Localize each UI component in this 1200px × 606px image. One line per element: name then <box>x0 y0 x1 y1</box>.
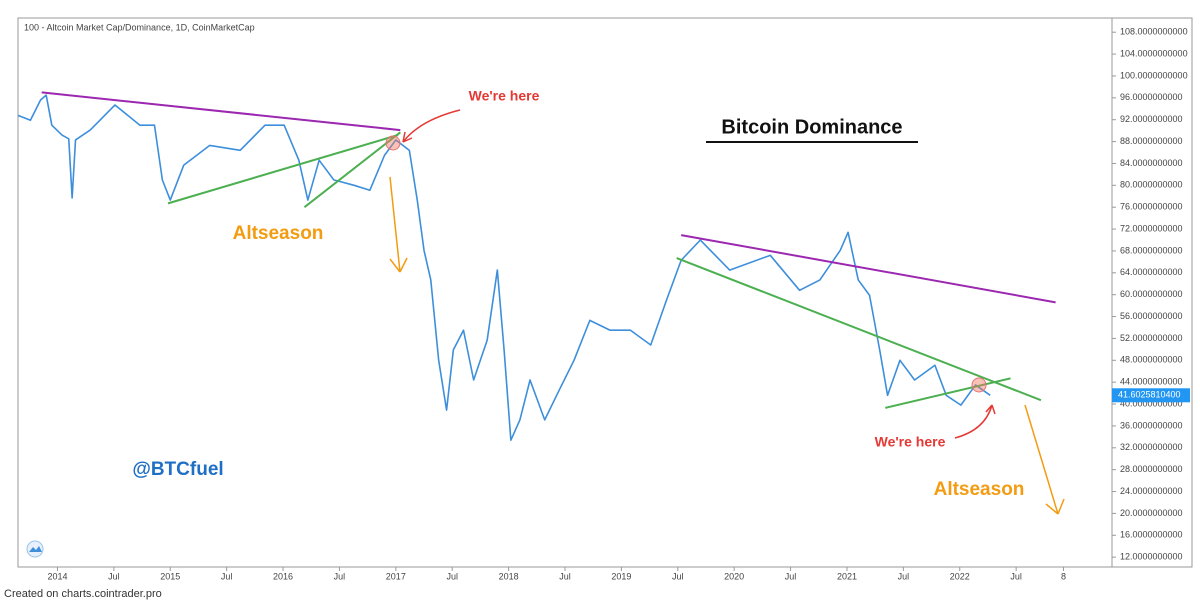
x-tick-label: Jul <box>1010 571 1022 581</box>
y-tick-label: 24.0000000000 <box>1120 486 1183 496</box>
y-tick-label: 16.0000000000 <box>1120 530 1183 540</box>
trendline <box>167 134 399 205</box>
y-tick-label: 28.0000000000 <box>1120 464 1183 474</box>
x-tick-label: 2022 <box>950 571 970 581</box>
annotation: We're here <box>875 434 946 450</box>
annotation: Altseason <box>934 479 1025 500</box>
y-tick-label: 108.0000000000 <box>1120 27 1188 37</box>
y-tick-label: 96.0000000000 <box>1120 92 1183 102</box>
y-tick-label: 100.0000000000 <box>1120 70 1188 80</box>
price-marker <box>1112 388 1190 403</box>
y-tick-label: 48.0000000000 <box>1120 355 1183 365</box>
y-tick-label: 104.0000000000 <box>1120 48 1188 58</box>
x-tick-label: Jul <box>672 571 684 581</box>
x-tick-label: 2021 <box>837 571 857 581</box>
x-tick-label: 2016 <box>273 571 293 581</box>
x-tick-label: 2015 <box>160 571 180 581</box>
x-tick-label: Jul <box>559 571 571 581</box>
x-tick-label: 2019 <box>611 571 631 581</box>
annotation: We're here <box>469 88 540 104</box>
x-tick-label: Jul <box>334 571 346 581</box>
x-tick-label: Jul <box>221 571 233 581</box>
y-tick-label: 52.0000000000 <box>1120 333 1183 343</box>
x-tick-label: Jul <box>785 571 797 581</box>
y-tick-label: 56.0000000000 <box>1120 311 1183 321</box>
x-tick-label: 2014 <box>47 571 67 581</box>
x-tick-label: Jul <box>898 571 910 581</box>
y-tick-label: 64.0000000000 <box>1120 267 1183 277</box>
y-tick-label: 20.0000000000 <box>1120 508 1183 518</box>
annotation: @BTCfuel <box>132 459 223 480</box>
y-tick-label: 84.0000000000 <box>1120 158 1183 168</box>
chart-header: 100 - Altcoin Market Cap/Dominance, 1D, … <box>24 22 255 32</box>
highlight <box>971 377 987 393</box>
y-tick-label: 36.0000000000 <box>1120 420 1183 430</box>
y-tick-label: 92.0000000000 <box>1120 114 1183 124</box>
y-tick-label: 76.0000000000 <box>1120 202 1183 212</box>
annotation: Altseason <box>233 223 324 244</box>
data-line <box>17 94 991 441</box>
logo <box>26 540 44 558</box>
price-marker-label: 41.6025810400 <box>1118 390 1181 400</box>
trendline <box>885 377 1011 409</box>
trendline <box>680 234 1056 304</box>
axis-frame <box>1111 17 1193 568</box>
arrow <box>402 109 461 143</box>
y-tick-label: 32.0000000000 <box>1120 442 1183 452</box>
highlight <box>385 135 401 151</box>
arrow <box>1024 404 1065 515</box>
y-tick-label: 60.0000000000 <box>1120 289 1183 299</box>
y-tick-label: 44.0000000000 <box>1120 377 1183 387</box>
x-tick-label: 8 <box>1061 571 1066 581</box>
x-tick-label: Jul <box>108 571 120 581</box>
arrow <box>389 176 408 273</box>
trendline <box>676 257 1042 402</box>
chart-title: Bitcoin Dominance <box>721 116 902 138</box>
x-tick-label: Jul <box>446 571 458 581</box>
x-tick-label: 2018 <box>499 571 519 581</box>
y-tick-label: 68.0000000000 <box>1120 245 1183 255</box>
y-tick-label: 72.0000000000 <box>1120 223 1183 233</box>
y-tick-label: 80.0000000000 <box>1120 180 1183 190</box>
y-tick-label: 12.0000000000 <box>1120 552 1183 562</box>
arrow <box>954 404 996 439</box>
trendline <box>41 91 401 132</box>
x-tick-label: 2020 <box>724 571 744 581</box>
x-tick-label: 2017 <box>386 571 406 581</box>
y-tick-label: 40.0000000000 <box>1120 398 1183 408</box>
footer: Created on charts.cointrader.pro <box>4 588 162 600</box>
y-tick-label: 88.0000000000 <box>1120 136 1183 146</box>
trendline <box>303 131 401 208</box>
arrows <box>389 109 1065 515</box>
